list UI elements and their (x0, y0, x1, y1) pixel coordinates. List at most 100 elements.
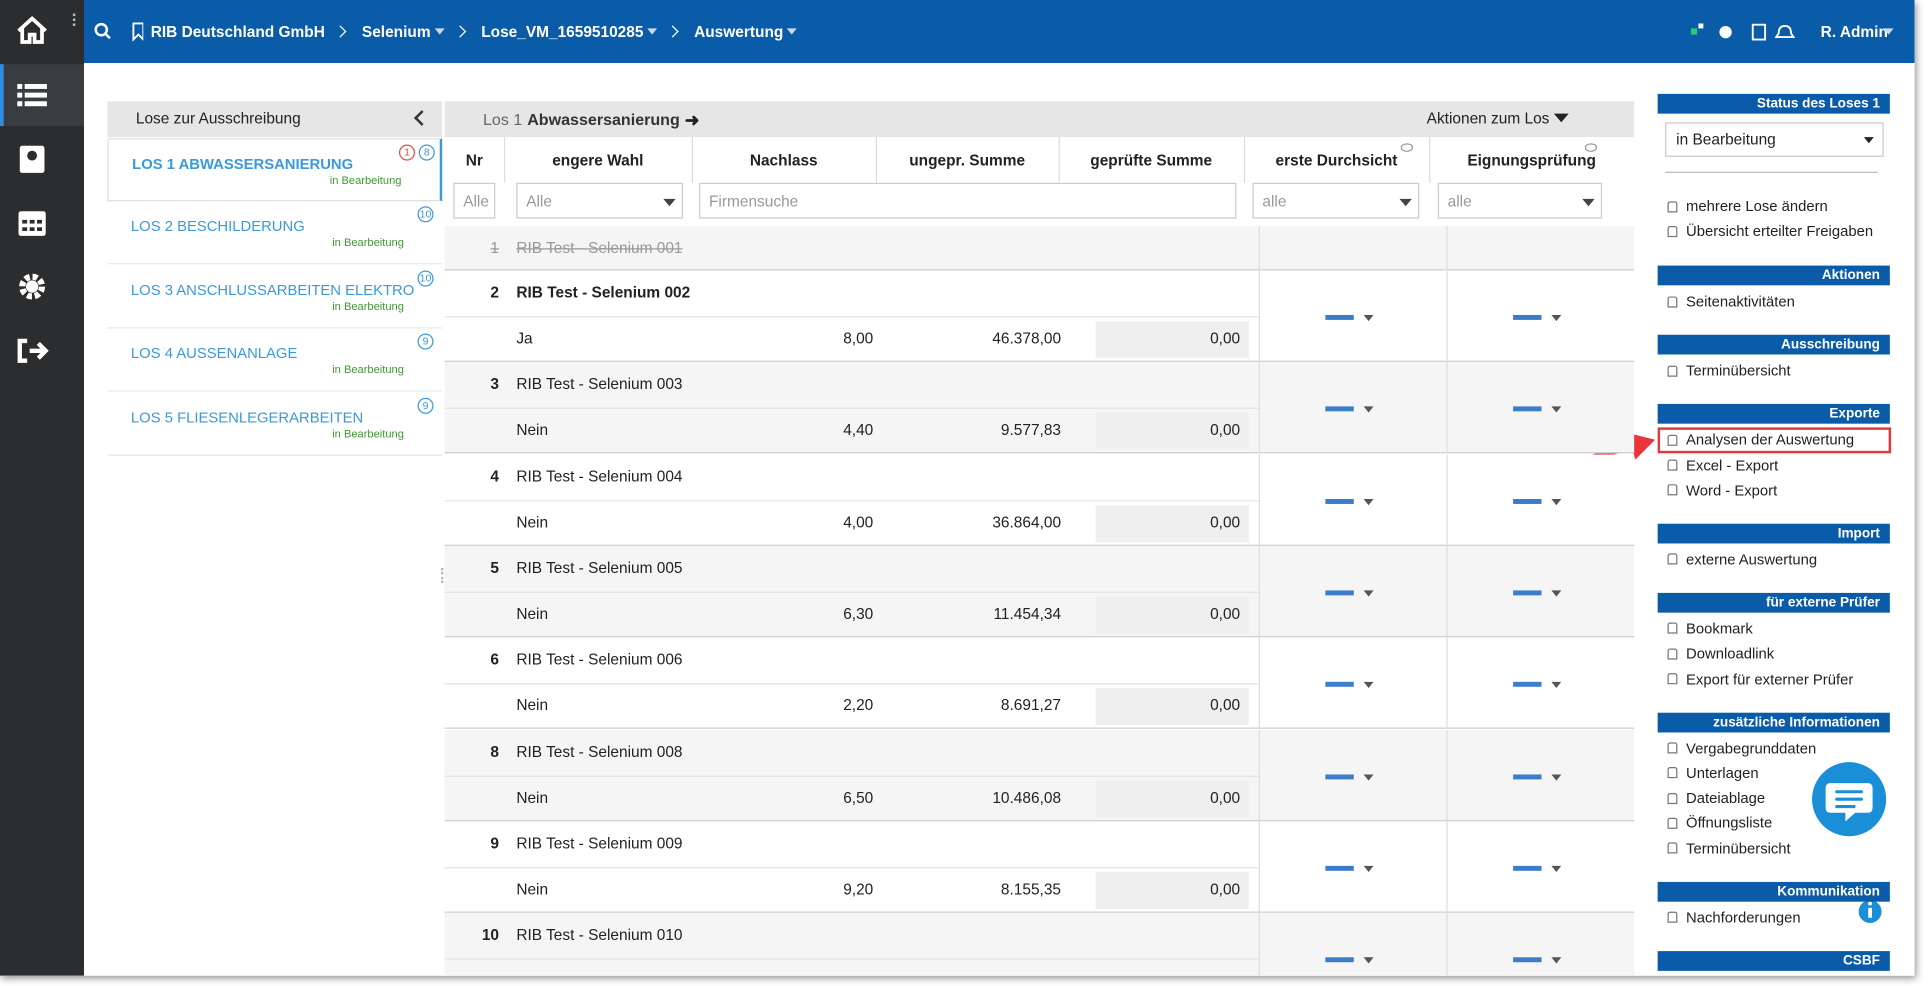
status-dash[interactable] (1325, 682, 1354, 688)
lot-status: in Bearbeitung (332, 426, 404, 440)
lot-item[interactable]: LOS 3 ANSCHLUSSARBEITEN ELEKTRO in Bearbe… (107, 265, 443, 329)
sidebar-link[interactable]: Dateiablage (1667, 788, 1765, 808)
filter-input[interactable]: Firmensuche (699, 182, 1237, 219)
status-dash[interactable] (1513, 682, 1542, 688)
sidebar-link[interactable]: Bookmark (1667, 619, 1753, 639)
checked-sum-box (1095, 780, 1249, 818)
status-dash[interactable] (1325, 773, 1354, 779)
column-header[interactable]: ungepr. Summe (909, 151, 1026, 170)
user-menu[interactable]: R. Admin (1820, 23, 1888, 41)
caret (1399, 198, 1412, 207)
settings-icon[interactable] (19, 273, 46, 300)
breadcrumb: RIB Deutschland GmbH Selenium Lose_VM_1659… (151, 0, 797, 63)
status-dash[interactable] (1513, 590, 1542, 596)
breadcrumb-item[interactable]: RIB Deutschland GmbH (151, 23, 325, 40)
column-header[interactable]: geprüfte Summe (1090, 151, 1213, 170)
sidebar-link[interactable]: externe Auswertung (1667, 550, 1817, 570)
status-dash[interactable] (1513, 865, 1542, 871)
choice: Nein (516, 880, 549, 898)
link-text: Nachforderungen (1686, 908, 1801, 927)
bookmark-icon[interactable] (132, 22, 144, 42)
filter-input[interactable]: Alle (453, 182, 496, 219)
section-title: Exporte (1829, 406, 1880, 422)
status-select[interactable]: in Bearbeitung (1665, 122, 1884, 157)
breadcrumb-item[interactable]: Auswertung (694, 23, 797, 40)
status-dash[interactable] (1325, 590, 1354, 596)
bidder-name[interactable]: RIB Test - Selenium 002 (516, 284, 691, 302)
bidder-name[interactable]: RIB Test - Selenium 009 (516, 834, 683, 853)
column-header[interactable]: engere Wahl (552, 151, 644, 170)
sidebar-link[interactable]: Analysen der Auswertung (1667, 430, 1854, 450)
logout-icon[interactable] (17, 338, 49, 363)
status-dash[interactable] (1513, 957, 1542, 963)
row-number: 4 (490, 467, 500, 485)
status-dash[interactable] (1513, 406, 1542, 412)
sidebar-link[interactable]: Unterlagen (1667, 763, 1759, 783)
sidebar-link[interactable]: Übersicht erteilter Freigaben (1667, 221, 1873, 241)
filter-select[interactable]: alle (1437, 182, 1603, 219)
status-dash[interactable] (1513, 773, 1542, 779)
bidder-name[interactable]: RIB Test - Selenium 006 (516, 651, 683, 669)
menu-dots[interactable] (72, 13, 78, 26)
bell-icon[interactable] (1774, 25, 1796, 38)
sidebar-link[interactable]: Seitenaktivitäten (1667, 292, 1795, 312)
sidebar-link[interactable]: Vergabegrunddaten (1667, 738, 1816, 758)
column-header[interactable]: erste Durchsicht (1275, 151, 1398, 170)
sidebar-link[interactable]: Excel - Export (1667, 455, 1779, 475)
bidder-name[interactable]: RIB Test - Selenium 004 (516, 467, 683, 485)
breadcrumb-item[interactable]: Lose_VM_1659510285 (481, 23, 658, 40)
sync-icon[interactable] (1719, 25, 1732, 39)
lot-item[interactable]: LOS 4 AUSSENANLAGE in Bearbeitung 9 (107, 329, 443, 392)
status-dash[interactable] (1513, 314, 1542, 320)
app-icon[interactable] (1690, 28, 1698, 35)
sidebar-link[interactable]: Terminübersicht (1667, 838, 1791, 858)
link-text: Excel - Export (1686, 456, 1779, 474)
status-dash[interactable] (1325, 498, 1354, 504)
sidebar-link[interactable]: mehrere Lose ändern (1667, 196, 1828, 216)
status-dash[interactable] (1325, 406, 1354, 412)
bidder-name[interactable]: RIB Test - Selenium 005 (516, 559, 683, 577)
link-icon (1667, 742, 1678, 754)
lot-actions[interactable]: Aktionen zum Los (1426, 109, 1550, 128)
doc-icon[interactable] (1751, 23, 1767, 41)
bidder-name[interactable]: RIB Test - Selenium 001 (516, 239, 683, 257)
sidebar-link[interactable]: Downloadlink (1667, 644, 1774, 664)
discount: 6,50 (843, 788, 874, 806)
status-dash[interactable] (1513, 498, 1542, 504)
checked-sum: 0,00 (1210, 605, 1241, 623)
breadcrumb-item[interactable]: Selenium (362, 23, 445, 40)
bidder-name[interactable]: RIB Test - Selenium 003 (516, 375, 683, 394)
checked-sum-box (1095, 321, 1249, 359)
bidder-name[interactable]: RIB Test - Selenium 010 (516, 926, 683, 944)
row-number: 2 (490, 284, 500, 302)
status-dash[interactable] (1325, 314, 1354, 320)
sidebar-link[interactable]: Öffnungsliste (1667, 813, 1772, 833)
column-header[interactable]: Eignungsprüfung (1467, 151, 1596, 170)
status-dash[interactable] (1325, 957, 1354, 963)
search-icon[interactable] (94, 22, 109, 37)
lot-item[interactable]: LOS 1 ABWASSERSANIERUNG in Bearbeitung 1 8 (107, 138, 443, 202)
link-text: Unterlagen (1686, 764, 1759, 782)
sidebar-link[interactable]: Nachforderungen (1667, 907, 1801, 927)
lot-badge: 8 (418, 144, 435, 161)
lot-status: in Bearbeitung (332, 363, 404, 376)
filter-select[interactable]: alle (1252, 182, 1420, 219)
caret (1363, 865, 1374, 872)
checked-sum-box (1095, 412, 1249, 450)
section-header: Status des Loses 1 (1657, 93, 1890, 114)
column-header[interactable]: Nachlass (749, 151, 818, 170)
sidebar-link[interactable]: Word - Export (1667, 480, 1777, 500)
lot-item[interactable]: LOS 2 BESCHILDERUNG in Bearbeitung 10 (107, 202, 443, 265)
list-icon[interactable] (17, 83, 47, 107)
home-icon[interactable] (17, 16, 47, 44)
status-dash[interactable] (1325, 865, 1354, 871)
app-icon-part (1698, 23, 1704, 29)
sidebar-link[interactable]: Terminübersicht (1667, 361, 1791, 381)
filter-select[interactable]: Alle (516, 182, 684, 219)
column-header[interactable]: Nr (465, 151, 483, 170)
lot-item[interactable]: LOS 5 FLIESENLEGERARBEITEN in Bearbeitung… (107, 392, 443, 456)
link-icon (1667, 225, 1678, 237)
caret (1363, 957, 1374, 964)
bidder-name[interactable]: RIB Test - Selenium 008 (516, 742, 683, 761)
sidebar-link[interactable]: Export für externer Prüfer (1667, 669, 1853, 689)
